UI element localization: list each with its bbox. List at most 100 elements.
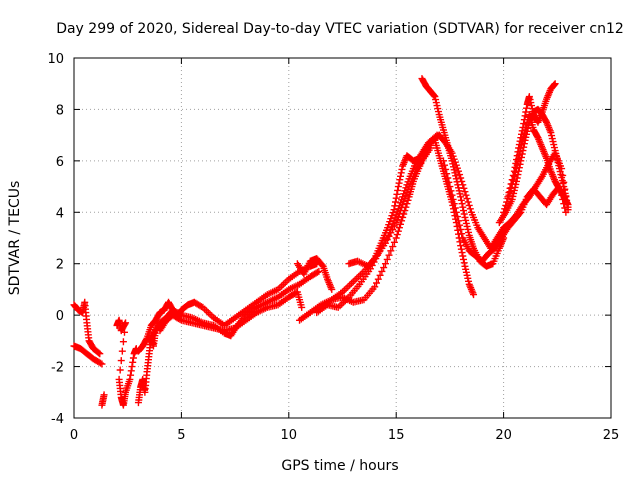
y-tick-label: 0 <box>56 309 64 324</box>
data-point <box>129 354 137 362</box>
series-track-h <box>156 288 306 335</box>
data-point <box>95 349 103 357</box>
data-point <box>466 205 474 213</box>
y-tick-label: -4 <box>51 412 64 427</box>
series-track-b <box>70 298 104 358</box>
series-track-m <box>328 144 435 304</box>
data-point <box>315 267 323 275</box>
x-tick-label: 25 <box>603 428 620 443</box>
data-point <box>459 181 467 189</box>
data-point <box>464 198 472 206</box>
series-track-e <box>134 327 160 407</box>
data-point <box>562 208 570 216</box>
x-axis-label: GPS time / hours <box>281 458 398 474</box>
data-point <box>470 291 478 299</box>
plot-frame <box>73 57 612 419</box>
data-point <box>371 283 379 291</box>
data-point <box>391 198 399 206</box>
data-point <box>503 198 511 206</box>
data-point <box>98 360 106 368</box>
data-point <box>457 242 465 250</box>
data-point <box>376 271 384 279</box>
data-point <box>463 195 471 203</box>
data-point <box>457 193 465 201</box>
y-axis-label: SDTVAR / TECUs <box>7 181 23 296</box>
data-point <box>460 210 468 218</box>
data-point <box>444 174 452 182</box>
data-point <box>457 225 465 233</box>
data-point <box>116 366 124 374</box>
data-point <box>313 268 321 276</box>
data-point <box>121 320 129 328</box>
data-point <box>458 230 466 238</box>
data-point <box>394 227 402 235</box>
data-point <box>448 191 456 199</box>
data-point <box>454 217 462 225</box>
data-series <box>70 75 572 409</box>
series-track-t <box>500 111 572 216</box>
series-track-i <box>293 255 336 293</box>
data-point <box>396 220 404 228</box>
data-point <box>513 161 521 169</box>
data-point <box>452 208 460 216</box>
data-point <box>462 191 470 199</box>
data-point <box>564 201 572 209</box>
data-point <box>390 206 398 214</box>
data-point <box>550 81 558 89</box>
data-point <box>119 338 127 346</box>
series-track-f <box>134 260 321 355</box>
data-point <box>391 202 399 210</box>
data-point <box>439 157 447 165</box>
grid <box>74 58 611 418</box>
data-point <box>458 177 466 185</box>
data-point <box>511 168 519 176</box>
data-point <box>461 188 469 196</box>
data-point <box>100 391 108 399</box>
data-point <box>561 204 569 212</box>
y-tick-label: 8 <box>56 103 64 118</box>
data-point <box>441 161 449 169</box>
data-point <box>457 174 465 182</box>
data-point <box>383 255 391 263</box>
data-point <box>128 363 136 371</box>
data-point <box>465 201 473 209</box>
data-point <box>458 249 466 257</box>
data-point <box>117 357 125 365</box>
data-point <box>393 190 401 198</box>
x-tick-label: 15 <box>388 428 405 443</box>
data-point <box>399 213 407 221</box>
y-tick-label: 6 <box>56 155 64 170</box>
data-point <box>447 187 455 195</box>
data-point <box>298 303 306 311</box>
data-point <box>512 177 520 185</box>
data-point <box>387 247 395 255</box>
y-tick-label: 2 <box>56 258 64 273</box>
data-point <box>514 158 522 166</box>
data-point <box>512 165 520 173</box>
data-point <box>456 171 464 179</box>
data-point <box>510 172 518 180</box>
data-point <box>390 238 398 246</box>
series-track-d <box>113 316 140 409</box>
data-point <box>129 358 137 366</box>
data-point <box>457 196 465 204</box>
data-point <box>176 315 184 323</box>
data-point <box>451 204 459 212</box>
x-tick-label: 5 <box>177 428 185 443</box>
data-point <box>507 184 515 192</box>
data-point <box>460 184 468 192</box>
series-track-n <box>418 75 508 270</box>
data-point <box>398 165 406 173</box>
data-point <box>521 112 529 120</box>
data-point <box>458 200 466 208</box>
data-point <box>389 243 397 251</box>
data-point <box>502 201 510 209</box>
data-point <box>460 207 468 215</box>
data-point <box>127 371 135 379</box>
data-point <box>394 186 402 194</box>
data-point <box>442 165 450 173</box>
data-point <box>395 224 403 232</box>
data-point <box>385 251 393 259</box>
data-point <box>373 279 381 287</box>
